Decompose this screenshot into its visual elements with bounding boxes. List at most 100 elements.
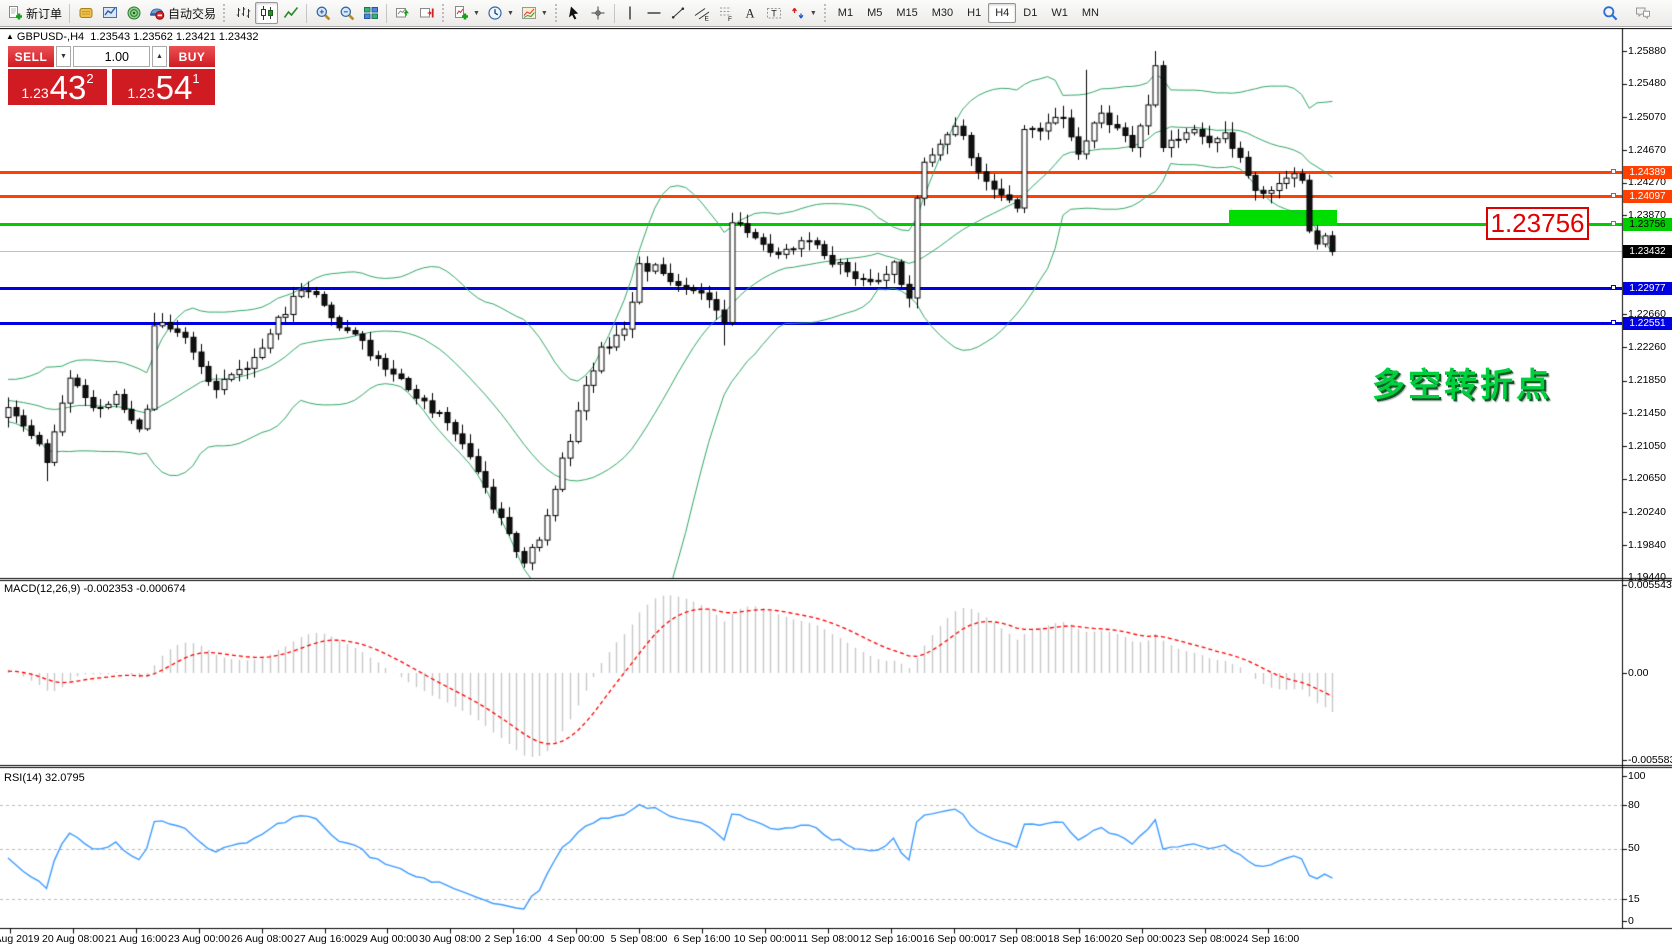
price-callout-text: 1.23756 (1490, 208, 1585, 238)
navigator-button[interactable] (122, 2, 145, 24)
toolbar-grip (442, 4, 446, 22)
auto-scroll-button[interactable] (391, 2, 414, 24)
templates-button[interactable]: ▼ (518, 2, 551, 24)
vertical-line-button[interactable] (619, 2, 642, 24)
svg-text:E: E (705, 16, 710, 22)
line-chart-button[interactable] (279, 2, 302, 24)
new-order-button[interactable]: 新订单 (4, 2, 65, 24)
zoom-in-icon (315, 5, 331, 21)
arrows-button[interactable]: ▼ (787, 2, 820, 24)
indicators-button[interactable]: ▼ (450, 2, 483, 24)
volume-increase-button[interactable]: ▲ (152, 46, 167, 67)
new-order-label: 新订单 (26, 6, 63, 21)
buy-price-base: 1.23 (127, 85, 155, 101)
price-axis-tick: 1.21850 (1628, 374, 1666, 387)
cursor-button[interactable] (563, 2, 586, 24)
equidistant-channel-button[interactable]: E (691, 2, 714, 24)
time-axis-label: 11 Sep 08:00 (797, 933, 859, 945)
buy-price-sup: 1 (192, 71, 200, 86)
svg-text:T: T (772, 8, 778, 18)
timeframe-h4-button[interactable]: H4 (988, 3, 1017, 23)
macd-pane-label: MACD(12,26,9) -0.002353 -0.000674 (4, 583, 186, 595)
macd-axis-tick: 0.00 (1628, 666, 1649, 679)
market-watch-button[interactable] (74, 2, 97, 24)
price-axis-tick: 1.19840 (1628, 538, 1666, 551)
cursor-icon (566, 5, 582, 21)
market-watch-icon (78, 5, 94, 21)
trendline-button[interactable] (667, 2, 690, 24)
new-order-icon (7, 5, 23, 21)
fibonacci-button[interactable]: F (715, 2, 738, 24)
timeframe-m1-button[interactable]: M1 (837, 7, 854, 19)
periods-button[interactable]: ▼ (484, 2, 517, 24)
timeframe-m5-button[interactable]: M5 (867, 7, 883, 19)
timeframe-toolbar: M1 M5 M15 M30 H1 H4 D1 W1 MN (821, 3, 1106, 23)
caret-up-icon: ▲ (156, 53, 163, 60)
auto-trading-button[interactable]: 自动交易 (146, 2, 219, 24)
timeframe-d1-button[interactable]: D1 (1023, 7, 1038, 19)
equidistant-channel-icon: E (694, 5, 710, 21)
time-axis-label: 26 Aug 08:00 (231, 933, 293, 945)
caret-down-icon: ▼ (809, 9, 817, 17)
time-axis-label: 17 Sep 08:00 (984, 933, 1048, 945)
tile-windows-button[interactable] (359, 2, 382, 24)
toolbar-separator (613, 3, 615, 23)
navigator-icon (126, 5, 142, 21)
price-axis-tick: 1.25070 (1628, 110, 1666, 123)
toolbar-separator (386, 3, 388, 23)
time-axis-label: 19 Aug 2019 (0, 933, 40, 945)
chart-window-button[interactable] (98, 2, 121, 24)
buy-button[interactable]: BUY (169, 46, 215, 67)
text-icon: A (742, 5, 758, 21)
price-badge-support-upper: 1.22977 (1623, 281, 1672, 295)
timeframe-m30-button[interactable]: M30 (931, 7, 954, 19)
zoom-in-button[interactable] (311, 2, 334, 24)
price-axis-tick: 1.20650 (1628, 472, 1666, 485)
buy-price-display[interactable]: 1.23 54 1 (112, 69, 215, 105)
zoom-out-icon (339, 5, 355, 21)
zoom-out-button[interactable] (335, 2, 358, 24)
svg-text:A: A (746, 7, 755, 21)
candlestick-chart-icon (259, 5, 275, 21)
text-button[interactable]: A (739, 2, 762, 24)
chinese-annotation[interactable]: 多空转折点 (1372, 366, 1552, 403)
crosshair-button[interactable] (587, 2, 610, 24)
price-chart-canvas[interactable] (0, 28, 1672, 949)
time-axis-label: 18 Sep 16:00 (1047, 933, 1111, 945)
templates-icon (521, 5, 537, 21)
symbol-ohlc: 1.23543 1.23562 1.23421 1.23432 (90, 31, 259, 43)
volume-decrease-button[interactable]: ▼ (56, 46, 71, 67)
rsi-axis-tick: 100 (1628, 769, 1646, 782)
timeframe-m15-button[interactable]: M15 (896, 7, 918, 19)
rsi-pane-label: RSI(14) 32.0795 (4, 772, 85, 784)
sell-price-display[interactable]: 1.23 43 2 (8, 69, 107, 105)
time-axis-label: 16 Sep 00:00 (922, 933, 986, 945)
sell-button[interactable]: SELL (8, 46, 54, 67)
indicators-icon (453, 5, 469, 21)
timeframe-mn-button[interactable]: MN (1081, 7, 1099, 19)
price-badge-support-lower: 1.22551 (1623, 316, 1672, 330)
horizontal-line-button[interactable] (643, 2, 666, 24)
fibonacci-icon: F (718, 5, 734, 21)
bar-chart-button[interactable] (231, 2, 254, 24)
price-axis-tick: 1.23870 (1628, 208, 1666, 221)
volume-input[interactable]: 1.00 (73, 46, 150, 67)
price-axis-tick: 1.20240 (1628, 505, 1666, 518)
timeframe-h1-button[interactable]: H1 (967, 7, 982, 19)
timeframe-w1-button[interactable]: W1 (1051, 7, 1068, 19)
caret-down-icon: ▼ (540, 9, 548, 17)
macd-main-value: -0.002353 (83, 583, 134, 595)
chart-shift-button[interactable] (415, 2, 438, 24)
time-axis-label: 21 Aug 16:00 (105, 933, 167, 945)
price-axis-tick: 1.24670 (1628, 143, 1666, 156)
svg-text:F: F (728, 16, 732, 21)
text-label-button[interactable]: T (763, 2, 786, 24)
horizontal-line-icon (646, 5, 662, 21)
toolbar-separator (69, 3, 71, 23)
tile-windows-icon (363, 5, 379, 21)
search-button[interactable] (1598, 2, 1621, 24)
candlestick-chart-button[interactable] (255, 2, 279, 24)
one-click-trade-panel: SELL ▼ 1.00 ▲ BUY 1.23 43 2 1.23 54 1 (8, 46, 215, 105)
price-callout-box[interactable]: 1.23756 (1486, 207, 1589, 240)
chat-button[interactable] (1631, 2, 1654, 24)
